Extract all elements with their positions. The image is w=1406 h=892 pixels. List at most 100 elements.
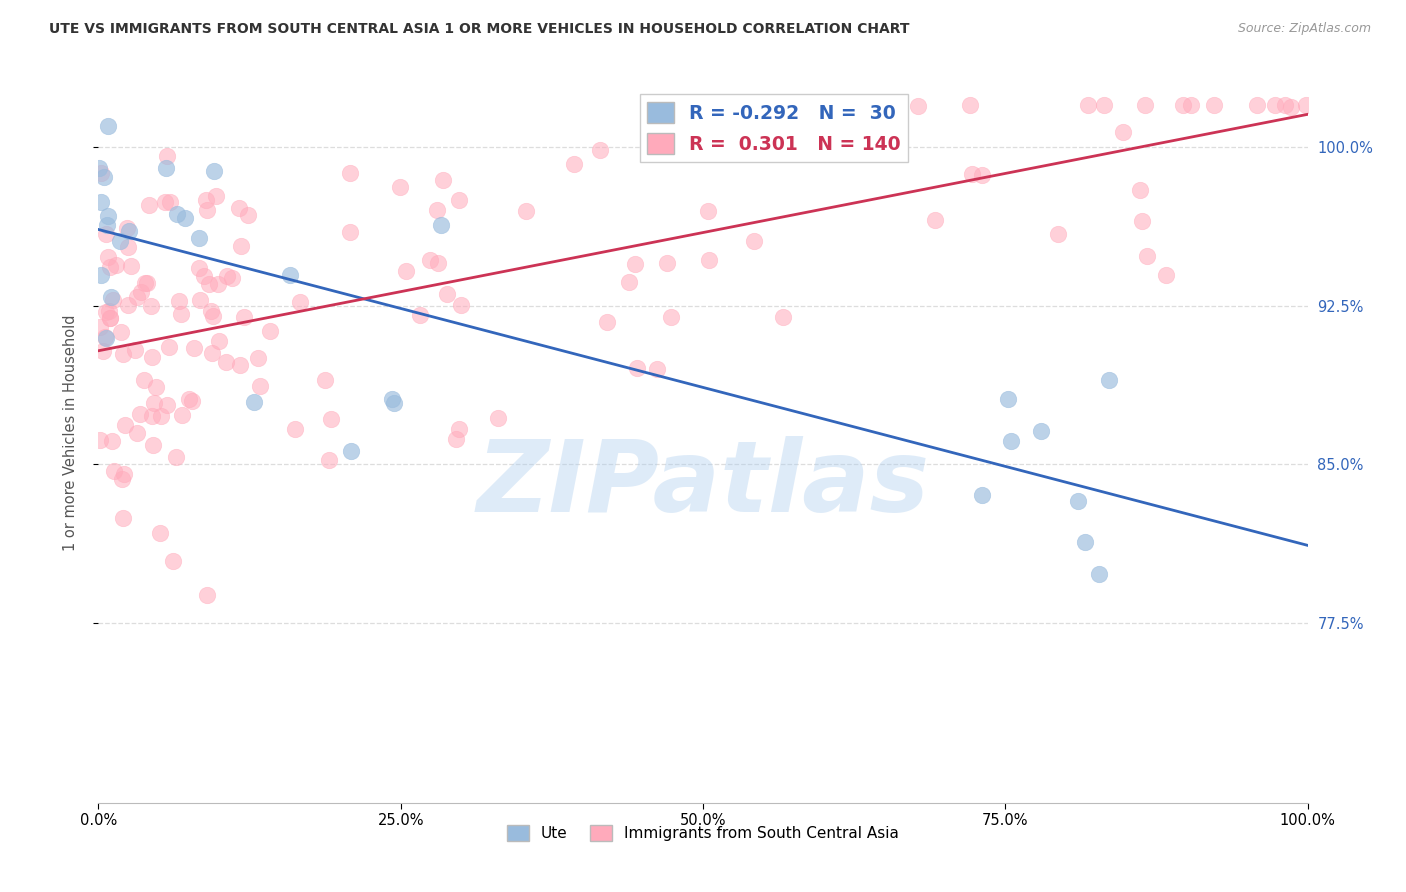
Point: [110, 326, 132, 340]
Point: [1295, 97, 1317, 112]
Point: [515, 204, 537, 219]
Point: [1067, 494, 1090, 508]
Point: [436, 287, 458, 301]
Point: [98, 304, 121, 318]
Point: [447, 193, 470, 207]
Point: [96, 218, 118, 232]
Point: [179, 392, 201, 406]
Point: [104, 258, 127, 272]
Point: [90, 268, 112, 283]
Point: [339, 166, 361, 180]
Point: [112, 467, 135, 481]
Point: [314, 373, 336, 387]
Point: [120, 260, 142, 274]
Point: [204, 189, 226, 203]
Point: [278, 268, 301, 282]
Point: [97, 119, 120, 133]
Point: [835, 97, 858, 112]
Point: [87, 161, 110, 176]
Point: [645, 361, 668, 376]
Point: [129, 285, 152, 299]
Point: [972, 169, 994, 183]
Point: [1000, 434, 1022, 449]
Point: [1029, 424, 1052, 438]
Point: [339, 444, 361, 458]
Point: [145, 380, 167, 394]
Point: [97, 250, 120, 264]
Point: [1077, 97, 1099, 112]
Point: [94, 227, 117, 241]
Point: [101, 293, 124, 308]
Point: [427, 255, 450, 269]
Point: [450, 298, 472, 312]
Point: [229, 238, 252, 252]
Point: [97, 209, 120, 223]
Point: [924, 212, 946, 227]
Point: [195, 588, 218, 602]
Point: [409, 308, 432, 322]
Point: [1136, 249, 1159, 263]
Point: [1074, 534, 1097, 549]
Point: [772, 310, 794, 325]
Point: [1133, 97, 1156, 112]
Point: [1274, 97, 1296, 112]
Point: [228, 359, 250, 373]
Point: [288, 295, 311, 310]
Point: [233, 310, 256, 325]
Point: [183, 341, 205, 355]
Point: [449, 422, 471, 436]
Point: [655, 256, 678, 270]
Point: [284, 422, 307, 436]
Point: [200, 304, 222, 318]
Point: [1130, 214, 1153, 228]
Point: [90, 166, 112, 180]
Point: [138, 198, 160, 212]
Point: [156, 149, 179, 163]
Point: [430, 218, 453, 232]
Point: [596, 315, 619, 329]
Point: [659, 310, 682, 325]
Point: [259, 324, 281, 338]
Point: [208, 334, 231, 349]
Point: [444, 432, 467, 446]
Point: [98, 311, 121, 326]
Point: [215, 269, 238, 284]
Point: [970, 488, 993, 502]
Point: [1154, 268, 1177, 282]
Point: [381, 392, 404, 406]
Point: [1129, 183, 1152, 197]
Text: UTE VS IMMIGRANTS FROM SOUTH CENTRAL ASIA 1 OR MORE VEHICLES IN HOUSEHOLD CORREL: UTE VS IMMIGRANTS FROM SOUTH CENTRAL ASI…: [49, 22, 910, 37]
Point: [134, 373, 156, 387]
Point: [742, 234, 765, 248]
Point: [395, 264, 418, 278]
Point: [1202, 97, 1225, 112]
Point: [103, 463, 125, 477]
Point: [960, 167, 983, 181]
Point: [134, 277, 156, 291]
Point: [108, 234, 131, 248]
Point: [419, 252, 441, 267]
Point: [388, 180, 411, 194]
Point: [194, 193, 217, 207]
Point: [170, 307, 193, 321]
Point: [174, 211, 197, 225]
Point: [127, 290, 149, 304]
Point: [112, 510, 135, 524]
Point: [1098, 374, 1121, 388]
Point: [201, 309, 224, 323]
Point: [180, 393, 202, 408]
Point: [242, 394, 264, 409]
Point: [318, 453, 340, 467]
Point: [221, 271, 243, 285]
Point: [426, 203, 449, 218]
Point: [249, 379, 271, 393]
Point: [156, 398, 179, 412]
Point: [617, 275, 640, 289]
Point: [1180, 97, 1202, 112]
Point: [1171, 97, 1194, 112]
Point: [98, 260, 121, 274]
Point: [215, 355, 238, 369]
Point: [202, 163, 225, 178]
Point: [845, 97, 868, 112]
Point: [848, 112, 870, 126]
